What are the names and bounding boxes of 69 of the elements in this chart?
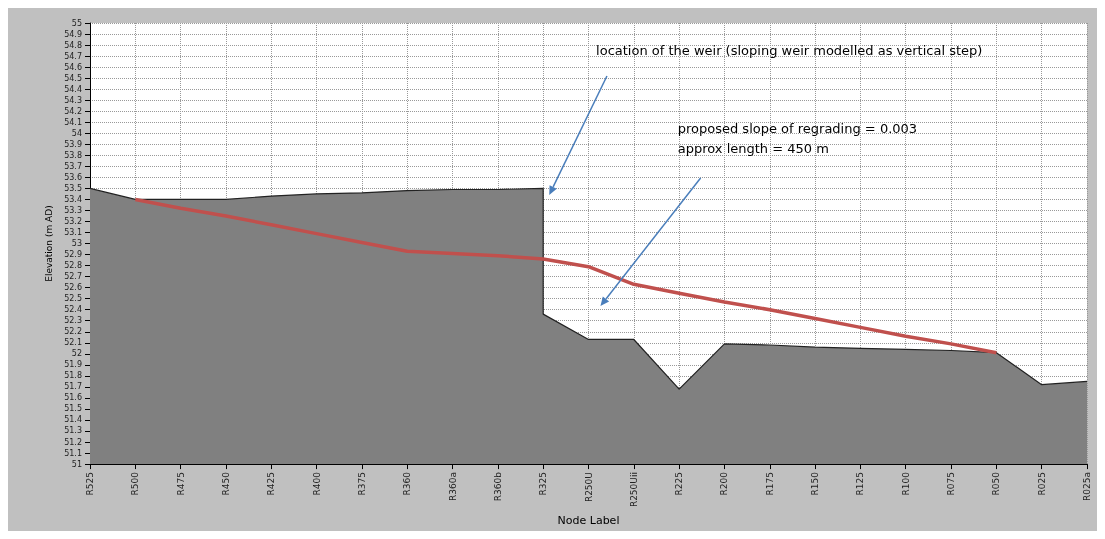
y-tick-label: 54	[71, 128, 82, 138]
y-tick-label: 51.4	[64, 415, 82, 425]
y-tick-label: 54.1	[64, 117, 82, 127]
y-tick-label: 52.1	[64, 338, 82, 348]
x-tick-label: R360	[402, 471, 413, 496]
y-tick-label: 52.8	[64, 261, 82, 271]
y-tick-label: 54.5	[64, 73, 82, 83]
x-tick-label: R425	[266, 472, 277, 496]
y-tick-label: 51.7	[64, 382, 82, 392]
y-tick-label: 51.3	[64, 426, 82, 436]
y-tick-label: 52.5	[64, 294, 82, 304]
x-tick-label: R125	[855, 472, 866, 496]
line-series	[133, 197, 999, 355]
x-tick-label: R200	[719, 471, 730, 496]
x-tick-label: R360b	[492, 471, 503, 502]
y-tick-label: 53.1	[64, 228, 82, 238]
y-tick-label: 52.6	[64, 283, 82, 293]
y-tick-label: 51.5	[64, 404, 82, 414]
x-tick-label: R500	[130, 471, 141, 496]
y-tick-label: 52.7	[64, 272, 82, 282]
y-tick-label: 51.1	[64, 448, 82, 458]
x-tick-label: R025a	[1082, 472, 1092, 502]
x-tick-label: R100	[900, 471, 911, 496]
y-tick-label: 54.4	[64, 84, 82, 94]
y-tick-label: 54.7	[64, 51, 82, 61]
x-tick-label: R360a	[447, 472, 458, 502]
y-tick-label: 54.6	[64, 62, 82, 72]
y-tick-label: 54.8	[64, 40, 82, 50]
y-tick-label: 53.2	[64, 216, 82, 226]
y-tick-label: 52.9	[64, 250, 82, 260]
x-tick-label: R475	[175, 472, 186, 496]
y-tick-label: 53.3	[64, 205, 82, 215]
y-tick-label: 53.8	[64, 150, 82, 160]
y-tick-label: 53.9	[64, 139, 82, 149]
annotation: proposed slope of regrading = 0.003 approx length = 450 m	[677, 120, 918, 156]
y-tick-label: 52	[71, 349, 82, 359]
x-tick-label: R325	[538, 472, 549, 496]
x-tick-label: R225	[674, 472, 685, 496]
x-tick-label: R250Uii	[628, 472, 639, 508]
x-tick-label: R050	[991, 471, 1002, 496]
y-tick-label: 51.8	[64, 371, 82, 381]
y-tick-label: 51	[71, 459, 82, 469]
x-tick-label: R150	[810, 471, 821, 496]
y-tick-label: 52.3	[64, 316, 82, 326]
x-tick-label: R075	[946, 472, 957, 496]
y-tick-label: 55	[71, 18, 82, 28]
y-tick-label: 51.6	[64, 393, 82, 403]
y-tick-label: 54.2	[64, 106, 82, 116]
y-tick-label: 53	[71, 239, 82, 249]
y-tick-label: 53.7	[64, 161, 82, 171]
y-tick-label: 53.5	[64, 183, 82, 193]
y-tick-label: 52.2	[64, 327, 82, 337]
y-tick-label: 54.9	[64, 29, 82, 39]
y-tick-label: 51.9	[64, 360, 82, 370]
y-tick-label: 52.4	[64, 305, 82, 315]
y-tick-label: 51.2	[64, 437, 82, 447]
x-tick-label: R025	[1036, 472, 1047, 496]
y-tick-label: 53.4	[64, 194, 82, 204]
x-tick-label: R450	[220, 471, 231, 496]
x-tick-label: R525	[85, 472, 95, 496]
annotation: location of the weir (sloping weir modelled as vertical step)	[596, 42, 983, 58]
x-tick-label: R400	[311, 471, 322, 496]
x-tick-label: R250U	[583, 472, 594, 503]
y-tick-label: 54.3	[64, 95, 82, 105]
x-tick-label: R175	[764, 472, 775, 496]
y-tick-label: 53.6	[64, 172, 82, 182]
x-tick-label: R375	[356, 472, 367, 496]
y-axis-title: Elevation (m AD)	[43, 205, 54, 282]
x-axis-title: Node Label	[557, 514, 620, 527]
